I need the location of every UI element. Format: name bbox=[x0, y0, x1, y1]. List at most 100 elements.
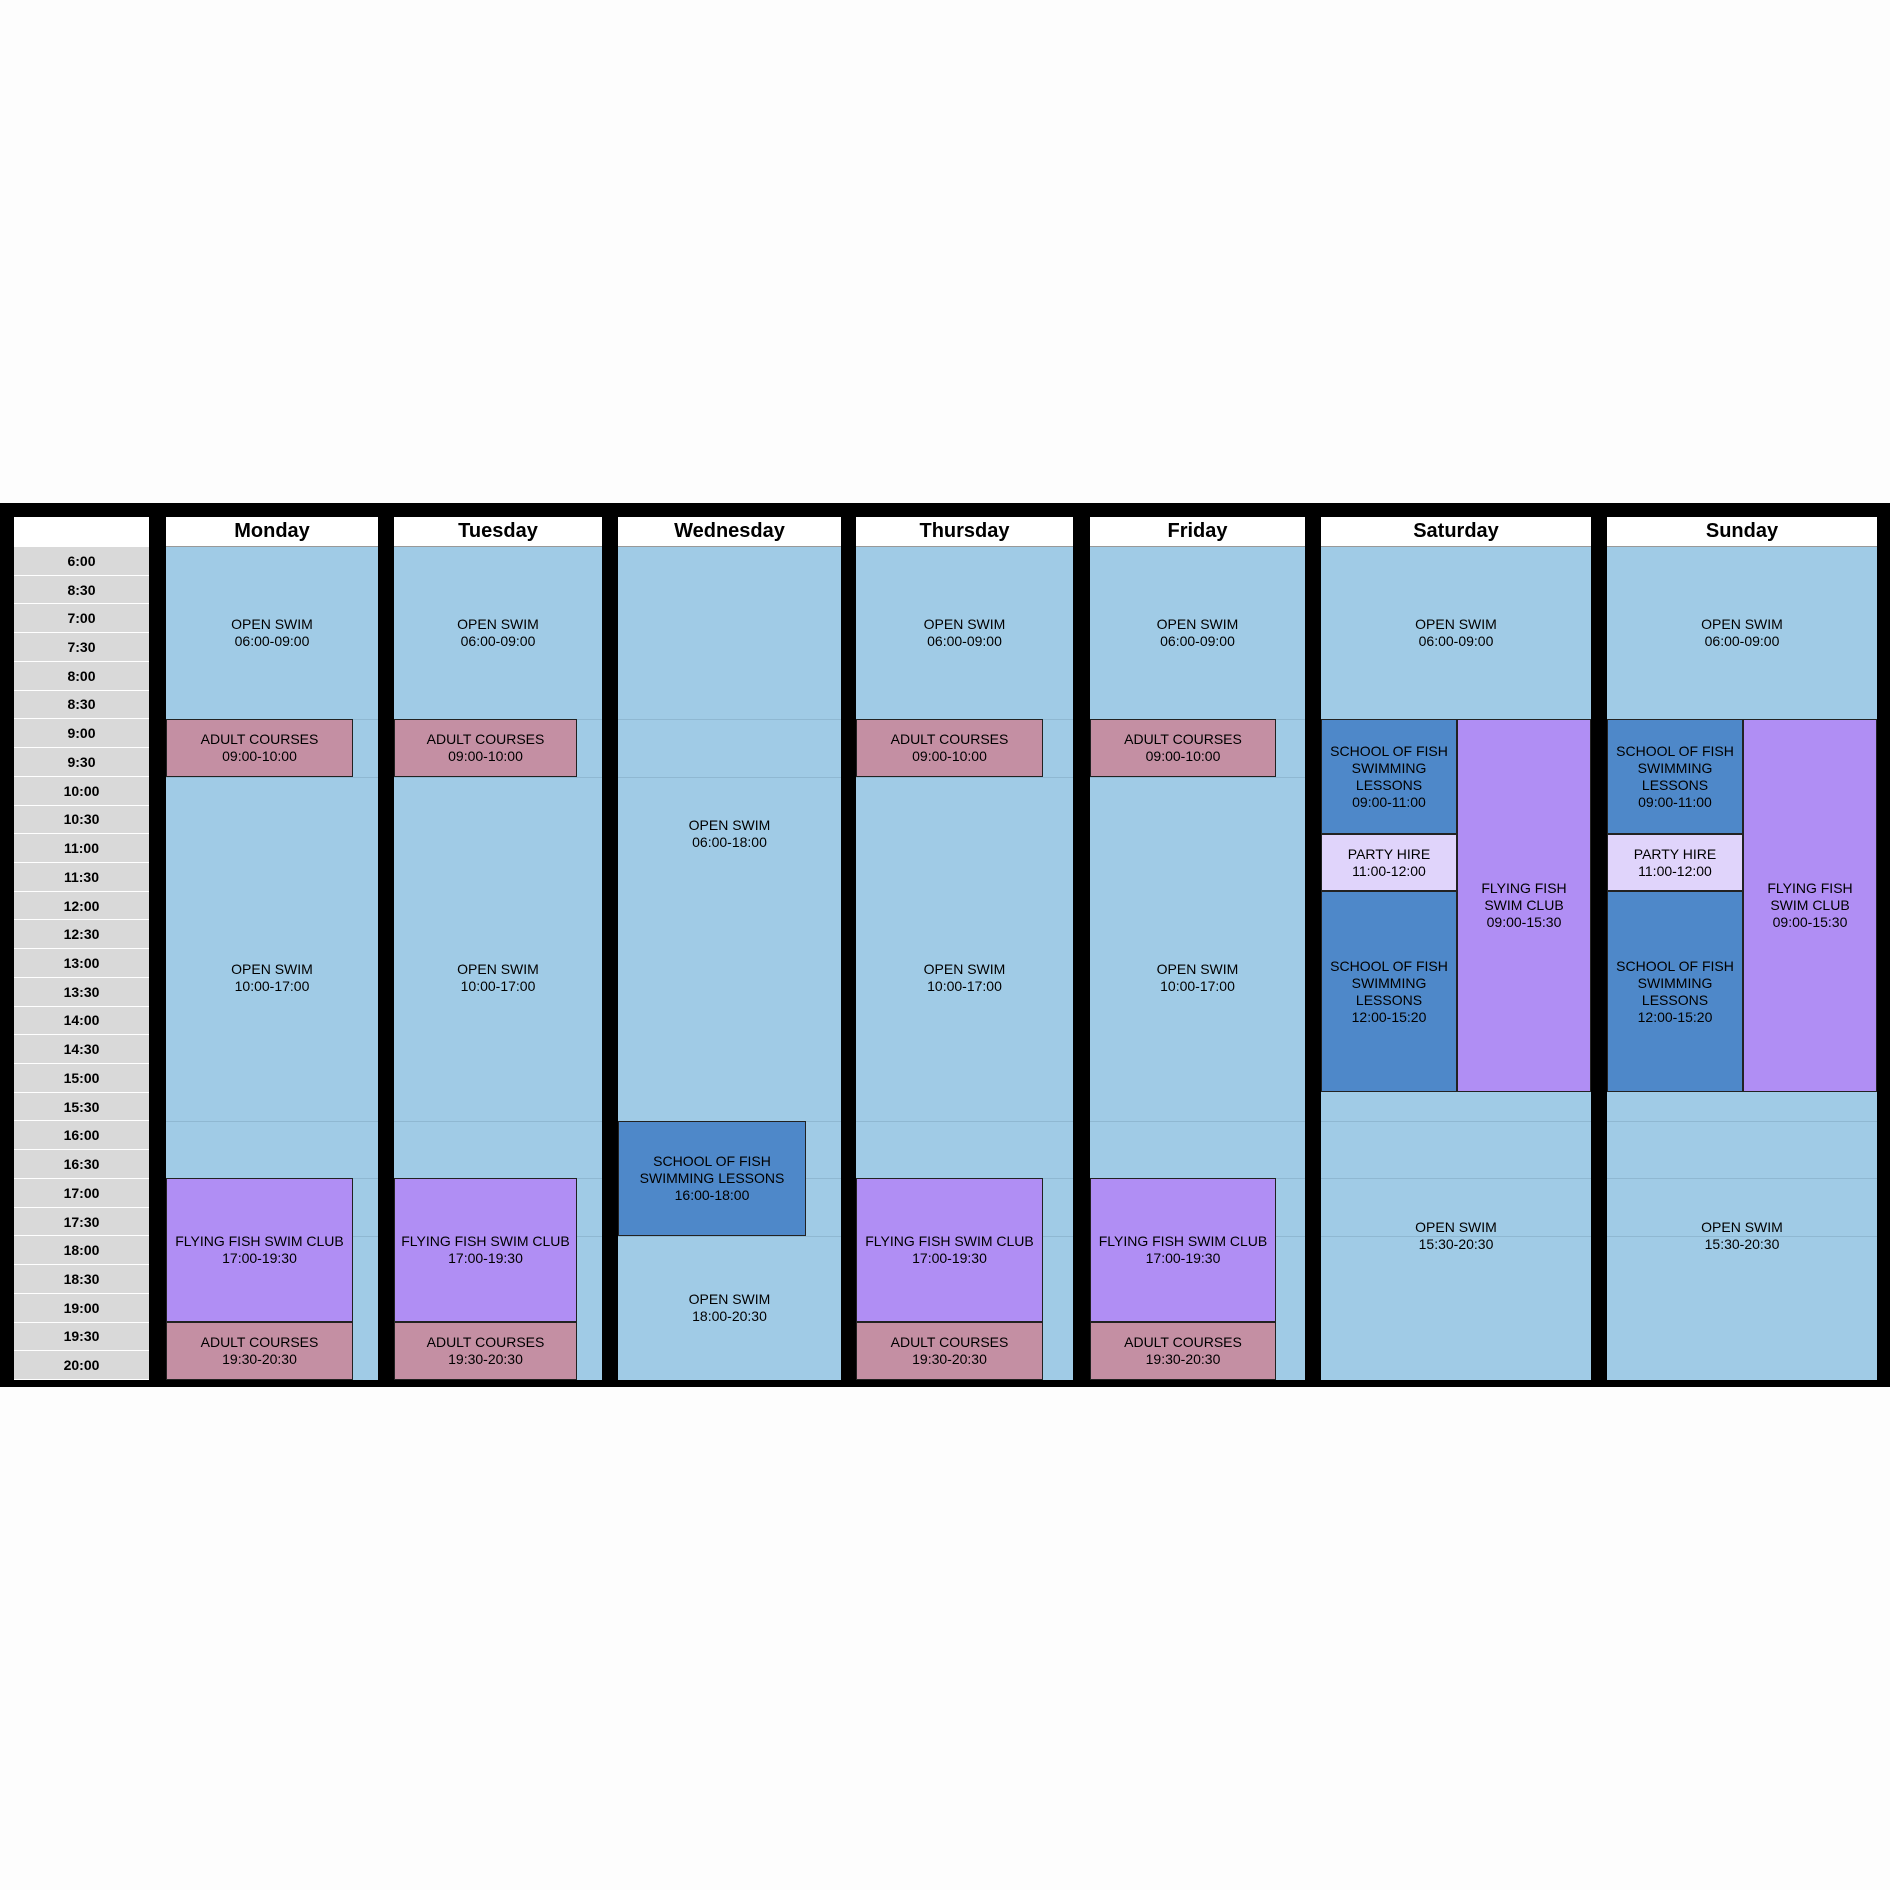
event-open-swim[interactable]: OPEN SWIM 06:00-09:00 bbox=[856, 547, 1073, 719]
event-adult-courses[interactable]: ADULT COURSES 09:00-10:00 bbox=[856, 719, 1043, 777]
event-school-of-fish[interactable]: SCHOOL OF FISH SWIMMING LESSONS 16:00-18:… bbox=[618, 1121, 806, 1236]
event-adult-courses[interactable]: ADULT COURSES 09:00-10:00 bbox=[1090, 719, 1276, 777]
schedule-grid: 6:00 8:30 7:00 7:30 8:00 8:30 9:00 9:30 10:00 10:… bbox=[0, 503, 1890, 1387]
event-time: 17:00-19:30 bbox=[1145, 1250, 1221, 1266]
event-time: 17:00-19:30 bbox=[222, 1250, 297, 1266]
event-open-swim[interactable]: OPEN SWIM 15:30-20:30 bbox=[1607, 1092, 1877, 1380]
event-open-swim[interactable]: OPEN SWIM 06:00-09:00 bbox=[1321, 547, 1591, 719]
grid-line bbox=[166, 1121, 378, 1122]
day-body: OPEN SWIM 06:00-09:00 ADULT COURSES 09:00-… bbox=[166, 547, 378, 1380]
event-label: OPEN SWIM bbox=[688, 817, 771, 833]
event-open-swim[interactable]: OPEN SWIM 15:30-20:30 bbox=[1321, 1092, 1591, 1380]
event-open-swim[interactable]: OPEN SWIM 06:00-09:00 bbox=[166, 547, 378, 719]
event-label: SCHOOL OF FISH SWIMMING LESSONS bbox=[1330, 957, 1448, 1008]
event-open-swim[interactable]: OPEN SWIM 18:00-20:30 bbox=[618, 1236, 841, 1380]
event-time: 09:00-11:00 bbox=[1638, 793, 1712, 810]
time-label: 19:00 bbox=[14, 1294, 149, 1323]
day-column-tuesday: Tuesday OPEN SWIM 06:00-09:00 ADULT COURS… bbox=[394, 517, 602, 1380]
event-label: OPEN SWIM bbox=[1156, 960, 1239, 977]
event-swim-club[interactable]: FLYING FISH SWIM CLUB 09:00-15:30 bbox=[1743, 719, 1877, 1092]
event-time: 19:30-20:30 bbox=[448, 1351, 523, 1367]
event-label: FLYING FISH SWIM CLUB bbox=[1767, 880, 1853, 913]
time-label: 11:30 bbox=[14, 863, 149, 892]
event-open-swim[interactable]: OPEN SWIM 10:00-17:00 bbox=[394, 777, 602, 1178]
time-label: 7:30 bbox=[14, 633, 149, 662]
event-open-swim[interactable]: OPEN SWIM 06:00-09:00 bbox=[394, 547, 602, 719]
event-swim-club[interactable]: FLYING FISH SWIM CLUB 17:00-19:30 bbox=[394, 1178, 577, 1322]
grid-line bbox=[1607, 1236, 1877, 1237]
grid-line bbox=[1321, 1121, 1591, 1122]
event-school-of-fish[interactable]: SCHOOL OF FISH SWIMMING LESSONS 09:00-11:… bbox=[1321, 719, 1457, 834]
event-label: OPEN SWIM bbox=[231, 960, 313, 977]
event-open-swim[interactable]: OPEN SWIM 06:00-09:00 bbox=[1607, 547, 1877, 719]
event-time: 06:00-09:00 bbox=[1418, 633, 1494, 649]
event-adult-courses[interactable]: ADULT COURSES 09:00-10:00 bbox=[166, 719, 353, 777]
event-time: 10:00-17:00 bbox=[234, 977, 310, 994]
event-label: SCHOOL OF FISH SWIMMING LESSONS bbox=[639, 1153, 785, 1186]
grid-line bbox=[1321, 1236, 1591, 1237]
event-label: OPEN SWIM bbox=[1701, 1219, 1783, 1235]
event-school-of-fish[interactable]: SCHOOL OF FISH SWIMMING LESSONS 12:00-15:… bbox=[1321, 891, 1457, 1092]
event-label: ADULT COURSES bbox=[890, 1334, 1009, 1350]
time-labels: 6:00 8:30 7:00 7:30 8:00 8:30 9:00 9:30 10:00 10:… bbox=[14, 547, 149, 1380]
event-adult-courses[interactable]: ADULT COURSES 19:30-20:30 bbox=[394, 1322, 577, 1380]
event-open-swim[interactable]: OPEN SWIM 06:00-18:00 bbox=[618, 547, 841, 1121]
event-label: SCHOOL OF FISH SWIMMING LESSONS bbox=[1616, 957, 1734, 1008]
event-time: 19:30-20:30 bbox=[1145, 1351, 1221, 1367]
day-header: Wednesday bbox=[618, 517, 841, 547]
event-label: OPEN SWIM bbox=[923, 960, 1006, 977]
event-swim-club[interactable]: FLYING FISH SWIM CLUB 17:00-19:30 bbox=[856, 1178, 1043, 1322]
event-open-swim[interactable]: OPEN SWIM 10:00-17:00 bbox=[1090, 777, 1305, 1178]
time-label: 12:00 bbox=[14, 892, 149, 921]
grid-line bbox=[618, 719, 841, 720]
day-column-friday: Friday OPEN SWIM 06:00-09:00 ADULT COURSE… bbox=[1090, 517, 1305, 1380]
grid-line bbox=[1607, 1178, 1877, 1179]
event-adult-courses[interactable]: ADULT COURSES 19:30-20:30 bbox=[856, 1322, 1043, 1380]
event-school-of-fish[interactable]: SCHOOL OF FISH SWIMMING LESSONS 12:00-15:… bbox=[1607, 891, 1743, 1092]
event-time: 09:00-15:30 bbox=[1772, 914, 1848, 930]
event-school-of-fish[interactable]: SCHOOL OF FISH SWIMMING LESSONS 09:00-11:… bbox=[1607, 719, 1743, 834]
event-label: FLYING FISH SWIM CLUB bbox=[401, 1233, 570, 1249]
event-label: OPEN SWIM bbox=[457, 616, 539, 632]
event-time: 09:00-10:00 bbox=[448, 748, 523, 764]
grid-line bbox=[856, 1121, 1073, 1122]
grid-line bbox=[166, 777, 378, 778]
event-time: 11:00-12:00 bbox=[1352, 862, 1426, 879]
time-label: 15:00 bbox=[14, 1064, 149, 1093]
event-time: 12:00-15:20 bbox=[1637, 1008, 1713, 1025]
event-swim-club[interactable]: FLYING FISH SWIM CLUB 09:00-15:30 bbox=[1457, 719, 1591, 1092]
time-label: 13:00 bbox=[14, 949, 149, 978]
event-time: 06:00-09:00 bbox=[234, 633, 310, 649]
event-time: 19:30-20:30 bbox=[912, 1351, 987, 1367]
day-body: OPEN SWIM 06:00-18:00 SCHOOL OF FISH SWIM… bbox=[618, 547, 841, 1380]
event-swim-club[interactable]: FLYING FISH SWIM CLUB 17:00-19:30 bbox=[166, 1178, 353, 1322]
event-time: 17:00-19:30 bbox=[912, 1250, 987, 1266]
event-label: ADULT COURSES bbox=[426, 1334, 545, 1350]
event-label: PARTY HIRE bbox=[1347, 845, 1431, 862]
event-adult-courses[interactable]: ADULT COURSES 19:30-20:30 bbox=[166, 1322, 353, 1380]
event-open-swim[interactable]: OPEN SWIM 10:00-17:00 bbox=[166, 777, 378, 1178]
event-adult-courses[interactable]: ADULT COURSES 09:00-10:00 bbox=[394, 719, 577, 777]
event-time: 06:00-09:00 bbox=[1704, 633, 1780, 649]
event-label: ADULT COURSES bbox=[890, 731, 1009, 747]
event-party-hire[interactable]: PARTY HIRE 11:00-12:00 bbox=[1607, 834, 1743, 891]
event-adult-courses[interactable]: ADULT COURSES 19:30-20:30 bbox=[1090, 1322, 1276, 1380]
event-time: 11:00-12:00 bbox=[1638, 862, 1712, 879]
time-label: 17:00 bbox=[14, 1179, 149, 1208]
event-swim-club[interactable]: FLYING FISH SWIM CLUB 17:00-19:30 bbox=[1090, 1178, 1276, 1322]
event-time: 09:00-10:00 bbox=[222, 748, 297, 764]
day-header: Saturday bbox=[1321, 517, 1591, 547]
event-open-swim[interactable]: OPEN SWIM 06:00-09:00 bbox=[1090, 547, 1305, 719]
time-label: 8:00 bbox=[14, 662, 149, 691]
event-label: SCHOOL OF FISH SWIMMING LESSONS bbox=[1330, 742, 1448, 793]
event-party-hire[interactable]: PARTY HIRE 11:00-12:00 bbox=[1321, 834, 1457, 891]
grid-line bbox=[1607, 1121, 1877, 1122]
day-header: Tuesday bbox=[394, 517, 602, 547]
grid-line bbox=[394, 777, 602, 778]
grid-line bbox=[1321, 1178, 1591, 1179]
event-time: 15:30-20:30 bbox=[1704, 1236, 1780, 1252]
grid-line bbox=[1090, 1121, 1305, 1122]
time-label: 17:30 bbox=[14, 1208, 149, 1237]
event-open-swim[interactable]: OPEN SWIM 10:00-17:00 bbox=[856, 777, 1073, 1178]
event-time: 19:30-20:30 bbox=[222, 1351, 297, 1367]
